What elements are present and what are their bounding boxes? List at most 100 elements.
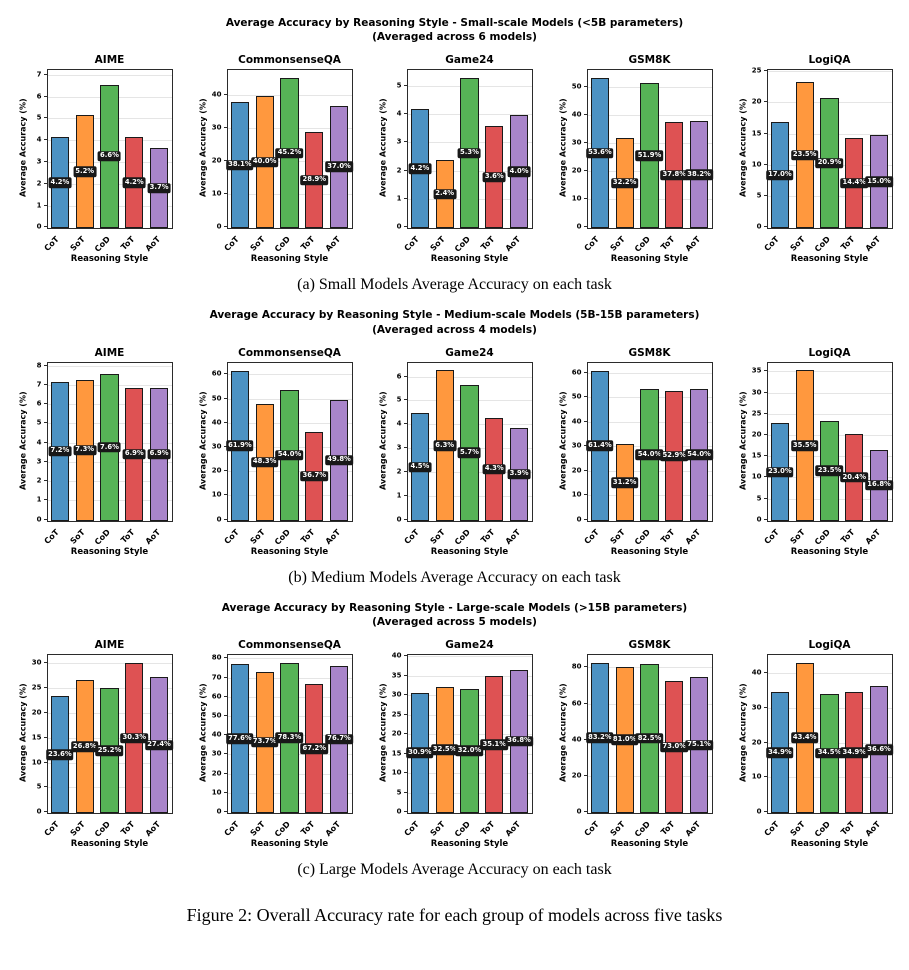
y-axis: 0 10 20 30 40 50 60 [569, 362, 587, 523]
x-tick-slot: CoD [632, 522, 662, 547]
plot-box: 53.6% 32.2% 51.9% 37.8% 38.2% [586, 69, 713, 230]
y-axis-tickmark [223, 470, 227, 472]
bar-slot: 32.2% [610, 70, 639, 229]
y-axis-tick: 60 [571, 699, 582, 708]
x-axis-tick: CoT [582, 234, 602, 254]
x-tick-slot: CoT [763, 522, 792, 547]
x-tick-slot: AoT [143, 522, 172, 547]
bar-slot: 49.8% [325, 363, 353, 521]
gridline [587, 372, 712, 374]
y-axis-tick: 40 [571, 110, 582, 119]
gridline [47, 663, 172, 665]
bar-aot: 37.0% [325, 105, 353, 229]
y-axis-tickmark [403, 470, 407, 472]
y-axis-tickmark [583, 494, 587, 496]
y-axis-tick: 15 [391, 749, 402, 758]
bar-value-label: 7.3% [73, 445, 97, 456]
y-axis-tick: 80 [211, 653, 222, 662]
x-tick-slot: ToT [480, 814, 507, 839]
y-axis-tick: 2 [396, 166, 402, 175]
y-axis-label: Average Accuracy (%) [738, 683, 747, 783]
x-tick-slot: SoT [248, 522, 277, 547]
y-axis-tick: 50 [211, 711, 222, 720]
y-axis-tick: 0 [216, 807, 222, 816]
x-axis-tick: CoT [42, 527, 62, 546]
bar-tot: 73.0% [660, 681, 689, 814]
bar-slot: 48.3% [250, 363, 279, 521]
bar-sot: 40.0% [250, 95, 279, 229]
y-axis-tickmark [763, 518, 767, 520]
y-axis-tickmark [403, 772, 407, 774]
plot-box: 4.2% 2.4% 5.3% 3.6% 4.0% [406, 69, 533, 230]
panel-large-models: Average Accuracy by Reasoning Style - La… [0, 601, 909, 879]
bar-tot: 37.8% [660, 122, 689, 229]
bar-value-label: 38.1% [226, 159, 254, 171]
bar-slot: 77.6% [226, 655, 254, 814]
y-axis-tickmark [403, 674, 407, 676]
x-axis-tick: SoT [428, 527, 447, 546]
plot-box: 23.0% 35.5% 23.5% 20.4% 16.8% [766, 361, 893, 522]
bars: 77.6% 73.7% 78.3% 67.2% 76.7% [226, 655, 353, 814]
y-axis-tickmark [223, 226, 227, 228]
y-axis-tick: 50 [571, 392, 582, 401]
x-tick-slot: ToT [660, 814, 687, 839]
x-tick-slot: AoT [863, 522, 892, 547]
x-axis: CoT SoT CoD ToT AoT [223, 814, 353, 839]
y-axis: 0 10 20 30 40 50 60 [209, 362, 227, 524]
bar-value-label: 6.3% [433, 440, 457, 451]
y-axis-tick: 30 [211, 123, 222, 132]
bar-cod: 54.0% [635, 388, 664, 521]
y-axis-tickmark [43, 786, 47, 788]
bar-cot: 23.0% [766, 423, 794, 521]
y-axis-tickmark [583, 114, 587, 116]
bars: 38.1% 40.0% 45.2% 28.9% 37.0% [226, 70, 353, 229]
y-axis-tick: 8 [36, 361, 42, 370]
x-tick-slot: ToT [840, 814, 867, 839]
bar-slot: 75.1% [685, 655, 713, 814]
x-tick-slot: CoT [583, 814, 612, 839]
y-axis-tick: 40 [391, 651, 402, 660]
charts-row-small: AIME Average Accuracy (%) 0 1 2 3 4 5 6 7 4.2% 5.2%… [17, 54, 893, 264]
bars: 4.2% 2.4% 5.3% 3.6% 4.0% [408, 70, 532, 229]
bar-slot: 7.2% [48, 363, 73, 521]
bar-tot: 35.1% [480, 676, 509, 814]
chart-title: AIME [94, 639, 125, 652]
chart-game24: Game24 Average Accuracy (%) 0 5 10 15 20 25 30 35… [377, 639, 533, 849]
plot-box: 77.6% 73.7% 78.3% 67.2% 76.7% [226, 654, 353, 815]
chart-title: CommonsenseQA [238, 639, 341, 652]
panel-title-line2: (Averaged across 5 models) [372, 615, 537, 628]
y-axis-tickmark [223, 421, 227, 423]
bar-value-label: 3.7% [147, 182, 171, 194]
bar-value-label: 6.6% [98, 151, 121, 162]
bar-slot: 3.6% [482, 70, 507, 229]
y-axis-tickmark [43, 518, 47, 520]
x-tick-slot: CoT [763, 229, 792, 254]
y-axis-tick: 2 [396, 467, 402, 476]
y-axis-tickmark [43, 204, 47, 206]
x-tick-slot: SoT [788, 814, 817, 839]
y-axis-tickmark [763, 741, 767, 743]
bar-cod: 32.0% [455, 688, 484, 814]
y-axis-tickmark [763, 70, 767, 72]
y-axis-tickmark [43, 383, 47, 385]
y-axis-tick: 0 [396, 222, 402, 231]
y-axis-tickmark [763, 370, 767, 372]
bar-slot: 54.0% [685, 363, 713, 521]
bar-sot: 31.2% [610, 444, 639, 521]
x-tick-slot: CoD [272, 229, 302, 254]
chart-commonsenseqa: CommonsenseQA Average Accuracy (%) 0 10 20 30… [197, 54, 353, 264]
y-axis-tickmark [403, 733, 407, 735]
x-tick-slot: ToT [120, 814, 147, 839]
x-axis-tick: CoT [222, 527, 242, 546]
y-axis-tickmark [583, 198, 587, 200]
chart-plot-area: Average Accuracy (%) 0 10 20 30 40 50 60 70 80 77.… [197, 653, 353, 816]
chart-title: GSM8K [628, 346, 671, 359]
y-axis-tick: 0 [216, 515, 222, 524]
bar-aot: 16.8% [865, 449, 893, 521]
x-tick-slot: CoD [272, 814, 302, 839]
y-axis-tick: 30 [391, 690, 402, 699]
y-axis-tick: 50 [571, 82, 582, 91]
y-axis-tick: 30 [751, 703, 762, 712]
bar-slot: 23.6% [46, 655, 74, 814]
chart-title: AIME [94, 54, 125, 67]
